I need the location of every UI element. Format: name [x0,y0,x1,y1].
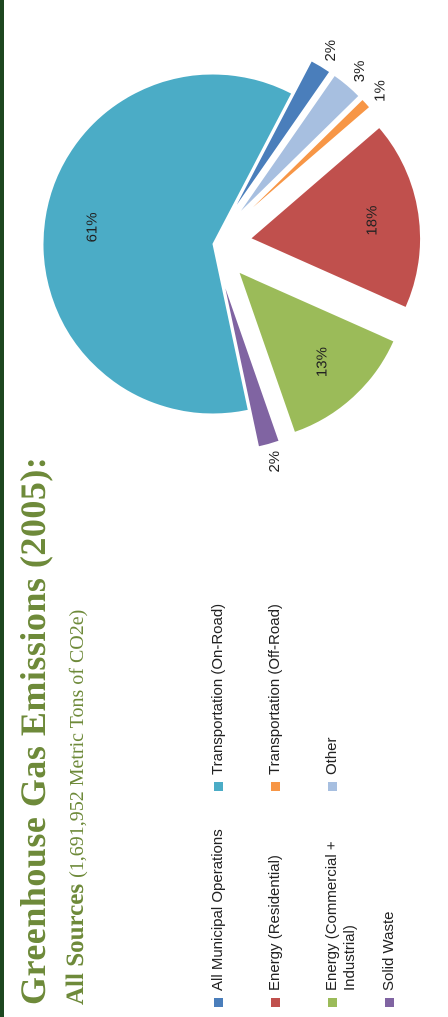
pie-slice-residential [249,126,422,309]
pie-label-solid-waste: 2% [266,451,283,473]
pie-slice-municipal [232,60,331,212]
pie-label-residential: 18% [364,206,381,236]
pie-chart: 61% 2% 3%1% 18% 13% 2% [42,40,422,473]
slide-page: Greenhouse Gas Emissions (2005): All Sou… [4,0,448,1017]
pie-slice-other [237,74,360,216]
pie-label-municipal: 2% [322,40,339,62]
pie-label-commercial: 13% [314,347,331,377]
pie-slice-onroad [42,73,293,415]
pie-label-onroad: 61% [84,212,101,242]
pie-label-offroad: 1% [371,80,388,102]
pie-slice-offroad [240,98,371,219]
pie-label-other: 3% [351,61,368,83]
pie-slice-commercial [237,271,395,434]
rotated-slide-content: Greenhouse Gas Emissions (2005): All Sou… [4,0,448,1017]
pie-slice-solid-waste [222,280,280,448]
